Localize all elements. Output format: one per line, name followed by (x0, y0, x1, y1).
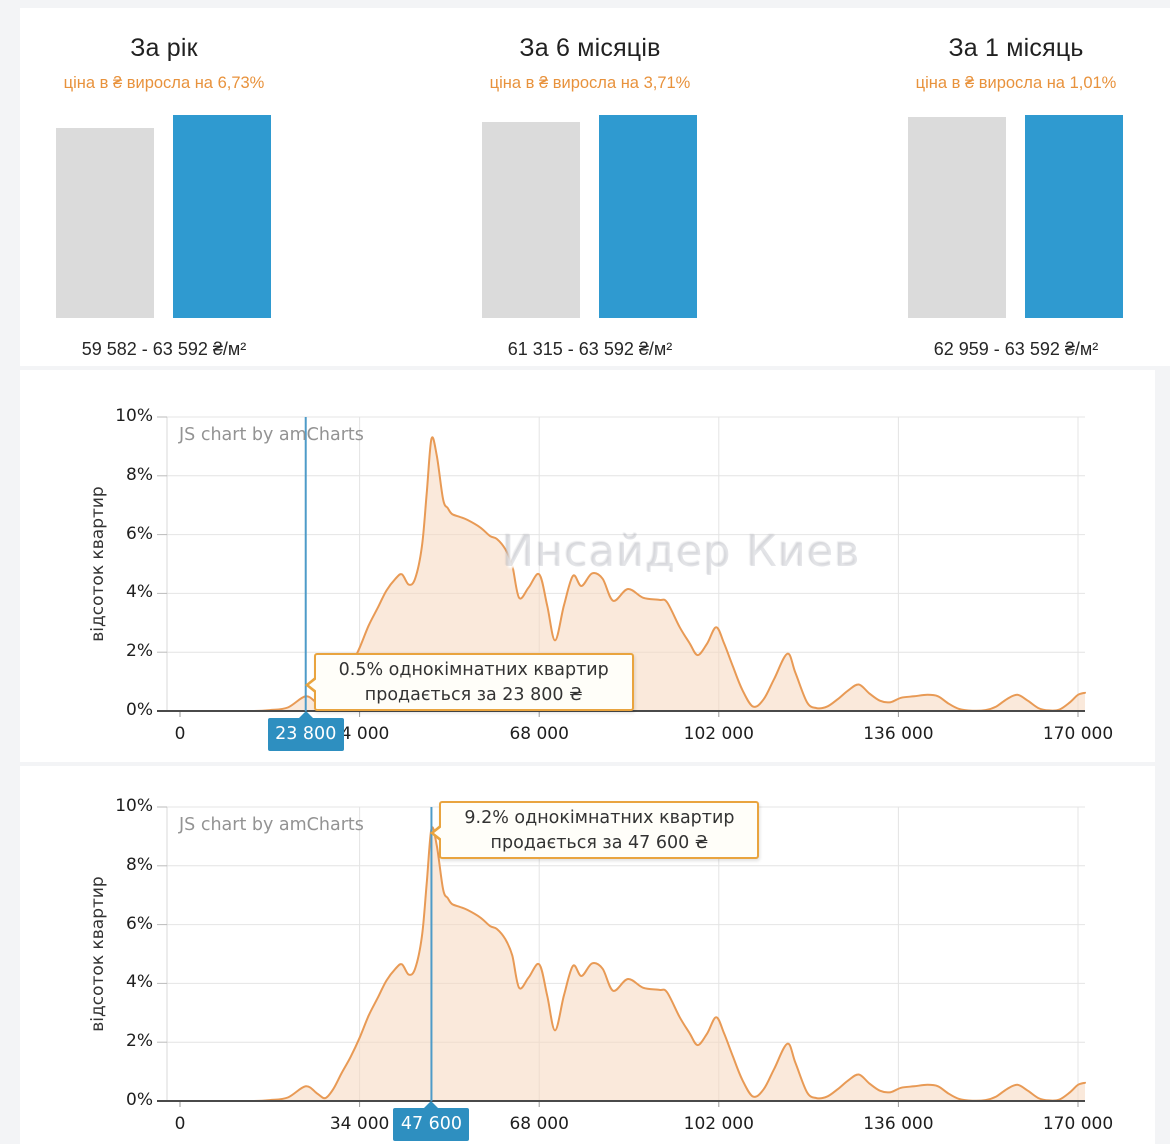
old-price-bar (482, 122, 580, 318)
tooltip-line-1: 0.5% однокімнатних квартир (338, 660, 609, 680)
tooltip-pointer-icon (434, 825, 444, 840)
bar-pair (908, 113, 1123, 318)
tooltip-line-2: продається за 47 600 ₴ (490, 833, 709, 853)
tooltip-pointer-icon (308, 677, 318, 692)
panel-6-months: За 6 місяців ціна в ₴ виросла на 3,71% 6… (470, 8, 710, 366)
bar-pair (56, 113, 271, 318)
area-series (167, 827, 1085, 1102)
y-tick-label: 4% (126, 582, 153, 603)
panel-1-month: За 1 місяць ціна в ₴ виросла на 1,01% 62… (896, 8, 1136, 366)
price-range-label: 59 582 - 63 592 ₴/м² (81, 339, 247, 359)
price-comparison-card: За рік ціна в ₴ виросла на 6,73% 59 582 … (20, 8, 1170, 366)
area-series (167, 437, 1085, 712)
badge-pointer-icon (298, 711, 313, 718)
price-distribution-chart-top[interactable]: 0% 2% 4% 6% 8% 10% 0 34 000 68 000 102 000 136 000… (20, 370, 1155, 762)
panel-title: За 1 місяць (948, 34, 1084, 62)
x-tick-label: 0 (174, 1114, 186, 1134)
panel-subtitle: ціна в ₴ виросла на 6,73% (63, 74, 265, 92)
price-range-label: 61 315 - 63 592 ₴/м² (507, 339, 673, 359)
bar-pair (482, 113, 697, 318)
y-tick-label: 0% (126, 1090, 153, 1110)
x-tick-label: 136 000 (863, 724, 934, 744)
cursor-tooltip: 0.5% однокімнатних квартир продається за … (304, 653, 634, 711)
x-tick-label: 102 000 (683, 1114, 754, 1134)
site-watermark: Инсайдер Киев (502, 527, 861, 577)
y-tick-label: 0% (126, 700, 153, 720)
y-tick-label: 4% (126, 972, 153, 993)
price-range-label: 62 959 - 63 592 ₴/м² (933, 339, 1099, 359)
price-distribution-chart-bottom[interactable]: 0% 2% 4% 6% 8% 10% 0 34 000 68 000 102 000 136 000… (20, 766, 1155, 1144)
new-price-bar (599, 115, 697, 318)
y-tick-label: 10% (115, 796, 153, 816)
x-tick-label: 170 000 (1042, 724, 1114, 744)
old-price-bar (56, 128, 154, 318)
x-tick-label: 68 000 (509, 1114, 569, 1134)
y-tick-label: 6% (126, 523, 153, 544)
y-tick-label: 10% (115, 406, 153, 426)
x-tick-label: 68 000 (509, 724, 569, 744)
panel-year: За рік ціна в ₴ виросла на 6,73% 59 582 … (44, 8, 284, 366)
amcharts-watermark: JS chart by amCharts (179, 425, 364, 445)
new-price-bar (173, 115, 271, 318)
cursor-badge: 23 800 (267, 711, 344, 751)
y-tick-label: 8% (126, 464, 153, 485)
panel-title: За 6 місяців (519, 34, 661, 62)
x-tick-label: 102 000 (683, 724, 754, 744)
y-tick-label: 8% (126, 854, 153, 875)
x-tick-label: 34 000 (329, 724, 390, 744)
y-tick-label: 6% (126, 913, 153, 934)
cursor-badge: 47 600 (393, 1101, 470, 1141)
x-tick-label: 0 (174, 724, 186, 744)
x-tick-label: 136 000 (863, 1114, 934, 1134)
y-tick-label: 2% (126, 1031, 153, 1052)
x-tick-label: 170 000 (1042, 1114, 1114, 1134)
tooltip-line-1: 9.2% однокімнатних квартир (464, 808, 735, 828)
new-price-bar (1025, 115, 1123, 318)
panel-title: За рік (130, 34, 198, 62)
amcharts-watermark: JS chart by amCharts (179, 815, 364, 835)
tooltip-line-2: продається за 23 800 ₴ (364, 685, 583, 705)
badge-pointer-icon (424, 1101, 439, 1108)
old-price-bar (908, 117, 1006, 318)
y-axis-title: відсоток квартир (88, 876, 108, 1032)
y-axis-title: відсоток квартир (88, 486, 108, 642)
panel-subtitle: ціна в ₴ виросла на 1,01% (915, 74, 1117, 92)
y-tick-label: 2% (126, 641, 153, 662)
panel-subtitle: ціна в ₴ виросла на 3,71% (489, 74, 691, 92)
cursor-tooltip: 9.2% однокімнатних квартир продається за … (430, 801, 760, 859)
x-tick-label: 34 000 (329, 1114, 390, 1134)
